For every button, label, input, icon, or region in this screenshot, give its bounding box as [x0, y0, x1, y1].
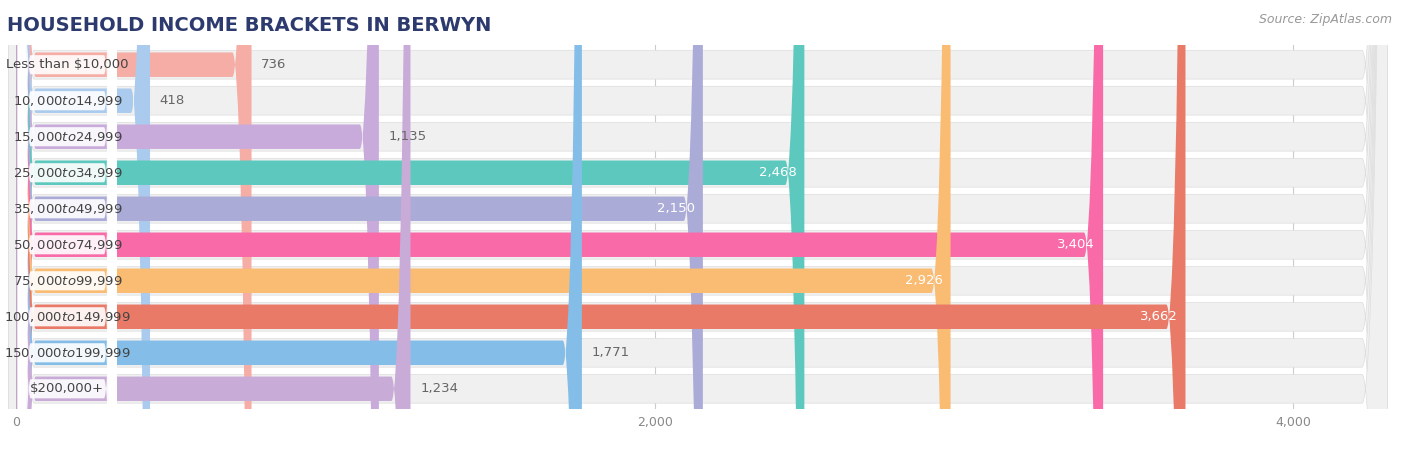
FancyBboxPatch shape: [18, 0, 117, 449]
FancyBboxPatch shape: [8, 0, 1388, 449]
Text: $15,000 to $24,999: $15,000 to $24,999: [13, 130, 122, 144]
Text: Source: ZipAtlas.com: Source: ZipAtlas.com: [1258, 13, 1392, 26]
FancyBboxPatch shape: [8, 0, 1388, 449]
FancyBboxPatch shape: [18, 0, 117, 449]
FancyBboxPatch shape: [18, 0, 117, 449]
Text: $200,000+: $200,000+: [31, 382, 104, 395]
Text: 1,135: 1,135: [388, 130, 426, 143]
FancyBboxPatch shape: [17, 0, 950, 449]
Text: 2,150: 2,150: [657, 202, 695, 215]
FancyBboxPatch shape: [17, 0, 1104, 449]
FancyBboxPatch shape: [8, 0, 1388, 449]
Text: Less than $10,000: Less than $10,000: [6, 58, 128, 71]
FancyBboxPatch shape: [18, 0, 117, 449]
FancyBboxPatch shape: [17, 0, 804, 449]
Text: $75,000 to $99,999: $75,000 to $99,999: [13, 274, 122, 288]
Text: 3,404: 3,404: [1057, 238, 1095, 251]
FancyBboxPatch shape: [17, 0, 411, 449]
Text: $35,000 to $49,999: $35,000 to $49,999: [13, 202, 122, 216]
FancyBboxPatch shape: [18, 0, 117, 449]
FancyBboxPatch shape: [8, 0, 1388, 449]
FancyBboxPatch shape: [8, 0, 1388, 449]
Text: $10,000 to $14,999: $10,000 to $14,999: [13, 94, 122, 108]
Text: $100,000 to $149,999: $100,000 to $149,999: [4, 310, 131, 324]
Text: 3,662: 3,662: [1140, 310, 1177, 323]
FancyBboxPatch shape: [8, 0, 1388, 449]
FancyBboxPatch shape: [8, 0, 1388, 449]
FancyBboxPatch shape: [17, 0, 252, 449]
FancyBboxPatch shape: [18, 0, 117, 449]
FancyBboxPatch shape: [8, 0, 1388, 449]
FancyBboxPatch shape: [17, 0, 703, 449]
Text: $150,000 to $199,999: $150,000 to $199,999: [4, 346, 131, 360]
FancyBboxPatch shape: [17, 0, 1185, 449]
Text: 736: 736: [262, 58, 287, 71]
FancyBboxPatch shape: [18, 0, 117, 449]
FancyBboxPatch shape: [8, 0, 1388, 449]
Text: 1,234: 1,234: [420, 382, 458, 395]
FancyBboxPatch shape: [18, 0, 117, 449]
FancyBboxPatch shape: [18, 0, 117, 449]
Text: $25,000 to $34,999: $25,000 to $34,999: [13, 166, 122, 180]
FancyBboxPatch shape: [8, 0, 1388, 449]
FancyBboxPatch shape: [17, 0, 378, 449]
Text: HOUSEHOLD INCOME BRACKETS IN BERWYN: HOUSEHOLD INCOME BRACKETS IN BERWYN: [7, 16, 492, 35]
FancyBboxPatch shape: [17, 0, 150, 449]
Text: 2,468: 2,468: [759, 166, 796, 179]
Text: 1,771: 1,771: [592, 346, 630, 359]
Text: 2,926: 2,926: [904, 274, 942, 287]
FancyBboxPatch shape: [17, 0, 582, 449]
Text: 418: 418: [160, 94, 184, 107]
FancyBboxPatch shape: [18, 0, 117, 449]
Text: $50,000 to $74,999: $50,000 to $74,999: [13, 238, 122, 252]
